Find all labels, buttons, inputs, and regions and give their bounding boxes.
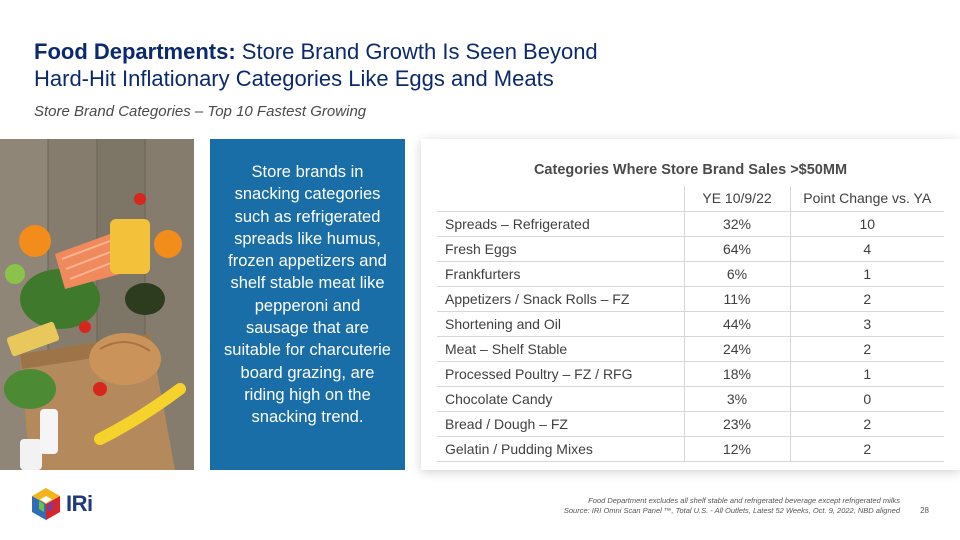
callout-box: Store brands in snacking categories such… xyxy=(210,139,405,470)
cell-change: 1 xyxy=(789,361,944,387)
cell-ye: 3% xyxy=(683,386,790,412)
cell-ye: 24% xyxy=(683,336,790,362)
cell-category: Shortening and Oil xyxy=(437,311,684,337)
table-row: Bread / Dough – FZ 23% 2 xyxy=(437,411,944,437)
title-bold: Food Departments: xyxy=(34,39,236,64)
cell-ye: 6% xyxy=(683,261,790,287)
cell-change: 3 xyxy=(789,311,944,337)
cell-ye: 23% xyxy=(683,411,790,437)
cell-category: Spreads – Refrigerated xyxy=(437,211,684,237)
table-row: Processed Poultry – FZ / RFG 18% 1 xyxy=(437,361,944,387)
footnote-line-1: Food Department excludes all shelf stabl… xyxy=(588,496,900,505)
table-row: Chocolate Candy 3% 0 xyxy=(437,386,944,412)
table-card: Categories Where Store Brand Sales >$50M… xyxy=(421,139,960,470)
cell-ye: 11% xyxy=(683,286,790,312)
cell-category: Appetizers / Snack Rolls – FZ xyxy=(437,286,684,312)
cell-change: 1 xyxy=(789,261,944,287)
header-category xyxy=(437,186,684,212)
iri-cube-icon xyxy=(32,488,60,520)
title-line-1: Food Departments: Store Brand Growth Is … xyxy=(34,38,794,65)
cell-category: Chocolate Candy xyxy=(437,386,684,412)
table-title: Categories Where Store Brand Sales >$50M… xyxy=(533,162,848,178)
cell-ye: 18% xyxy=(683,361,790,387)
cell-change: 0 xyxy=(789,386,944,412)
cell-change: 2 xyxy=(789,336,944,362)
cell-category: Bread / Dough – FZ xyxy=(437,411,684,437)
callout-text: Store brands in snacking categories such… xyxy=(224,163,391,427)
cell-change: 2 xyxy=(789,411,944,437)
cell-ye: 12% xyxy=(683,436,790,462)
cell-category: Gelatin / Pudding Mixes xyxy=(437,436,684,462)
cell-category: Frankfurters xyxy=(437,261,684,287)
cell-category: Fresh Eggs xyxy=(437,236,684,262)
title-rest: Store Brand Growth Is Seen Beyond xyxy=(235,39,598,64)
table-header-row: YE 10/9/22 Point Change vs. YA xyxy=(437,186,944,212)
table-row: Fresh Eggs 64% 4 xyxy=(437,236,944,262)
table-row: Frankfurters 6% 1 xyxy=(437,261,944,287)
cell-change: 10 xyxy=(789,211,944,237)
table-row: Gelatin / Pudding Mixes 12% 2 xyxy=(437,436,944,462)
cell-change: 2 xyxy=(789,436,944,462)
category-table: YE 10/9/22 Point Change vs. YA Spreads –… xyxy=(437,186,944,462)
iri-logo: IRi xyxy=(32,488,93,520)
page-subtitle: Store Brand Categories – Top 10 Fastest … xyxy=(34,103,367,120)
table-row: Meat – Shelf Stable 24% 2 xyxy=(437,336,944,362)
cell-ye: 32% xyxy=(683,211,790,237)
cell-category: Meat – Shelf Stable xyxy=(437,336,684,362)
table-row: Appetizers / Snack Rolls – FZ 11% 2 xyxy=(437,286,944,312)
header-point-change: Point Change vs. YA xyxy=(789,186,944,212)
cell-category: Processed Poultry – FZ / RFG xyxy=(437,361,684,387)
footnote-line-2: Source: IRI Omni Scan Panel ™, Total U.S… xyxy=(563,506,900,515)
title-line-2: Hard-Hit Inflationary Categories Like Eg… xyxy=(34,66,554,91)
footnote: Food Department excludes all shelf stabl… xyxy=(564,496,900,516)
cell-change: 2 xyxy=(789,286,944,312)
page-title: Food Departments: Store Brand Growth Is … xyxy=(34,38,794,92)
cell-change: 4 xyxy=(789,236,944,262)
header-ye: YE 10/9/22 xyxy=(683,186,790,212)
cell-ye: 64% xyxy=(683,236,790,262)
table-row: Shortening and Oil 44% 3 xyxy=(437,311,944,337)
grocery-photo xyxy=(0,139,194,470)
table-row: Spreads – Refrigerated 32% 10 xyxy=(437,211,944,237)
logo-text: IRi xyxy=(66,491,93,516)
page-number: 28 xyxy=(920,506,929,515)
cell-ye: 44% xyxy=(683,311,790,337)
